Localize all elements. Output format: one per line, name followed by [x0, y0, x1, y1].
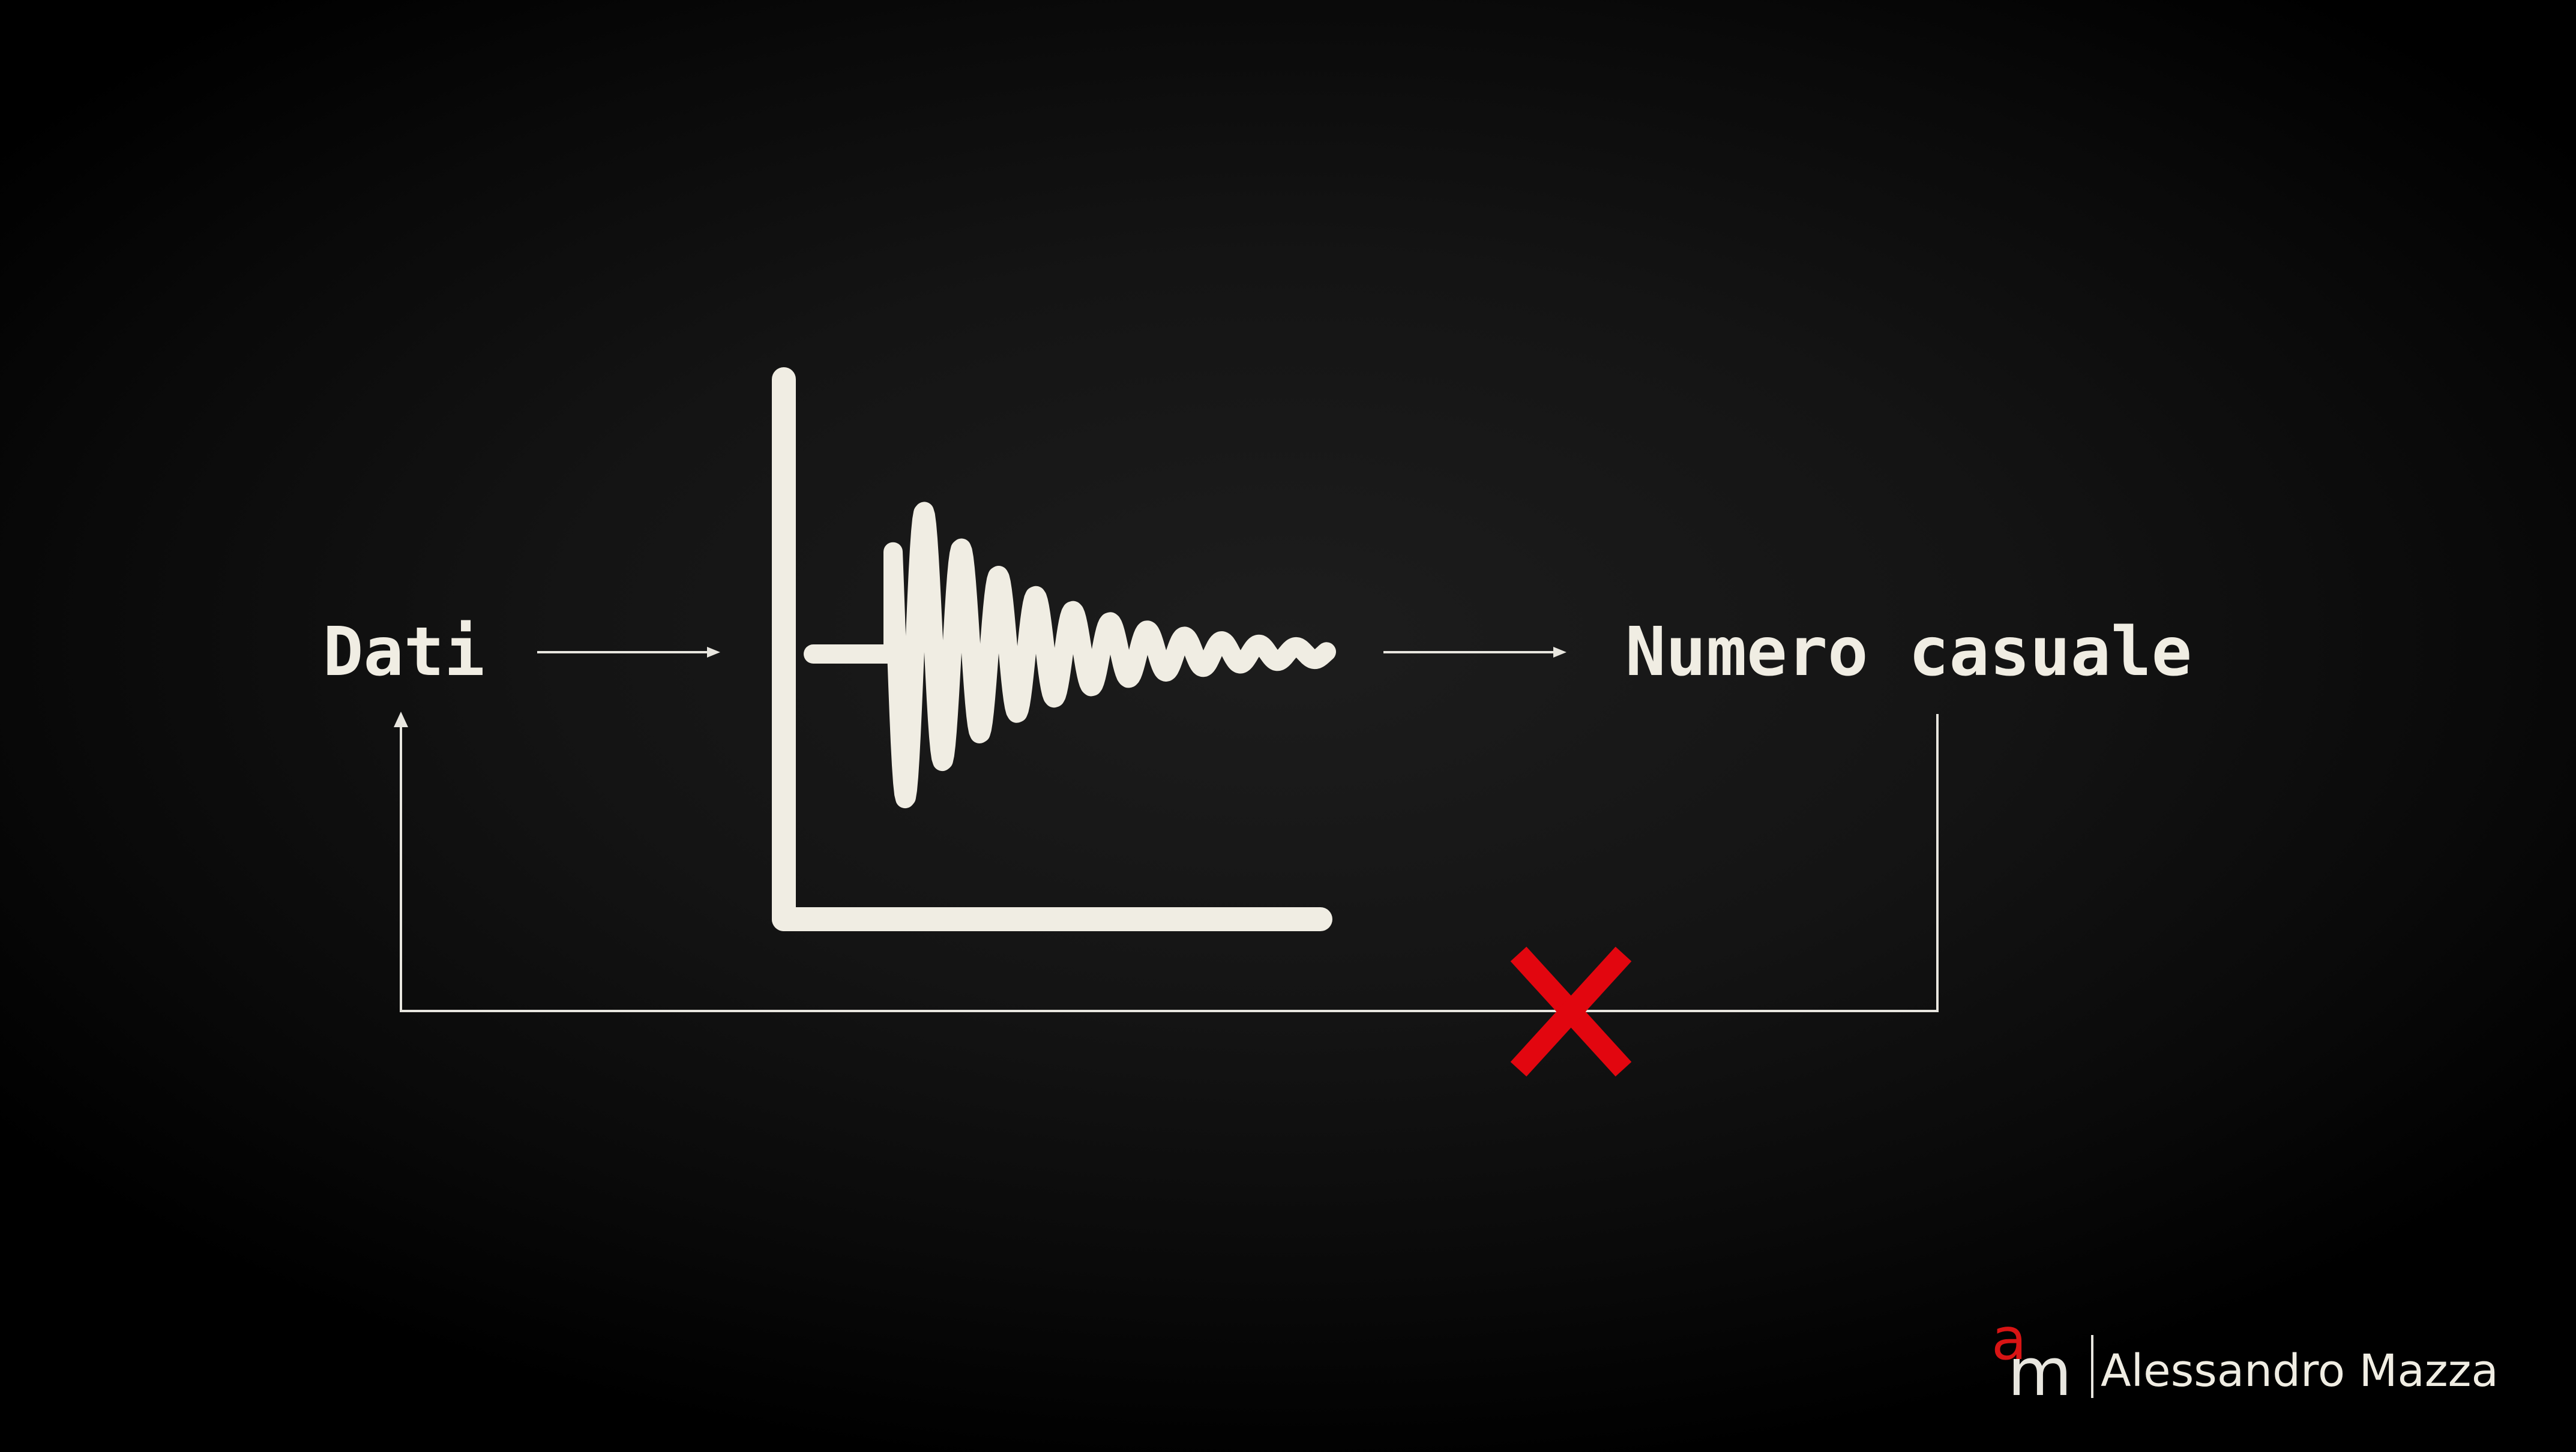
feedback-arrowhead — [394, 712, 408, 727]
arrow-chart-to-output — [1383, 647, 1566, 658]
brand-monogram-a: a — [1991, 1306, 2027, 1373]
brand-monogram-m: m — [2008, 1334, 2072, 1411]
brand-name: Alessandro Mazza — [2101, 1345, 2499, 1397]
brand-logo: a m Alessandro Mazza — [1991, 1306, 2499, 1411]
output-label: Numero casuale — [1625, 613, 2192, 691]
feedback-loop-line — [394, 712, 1939, 1012]
damped-wave-curve — [804, 502, 1336, 809]
input-label: Dati — [323, 613, 485, 691]
cross-icon — [1510, 946, 1632, 1077]
damped-oscillation-chart-icon — [772, 367, 1336, 931]
arrow-input-to-chart — [537, 647, 720, 658]
